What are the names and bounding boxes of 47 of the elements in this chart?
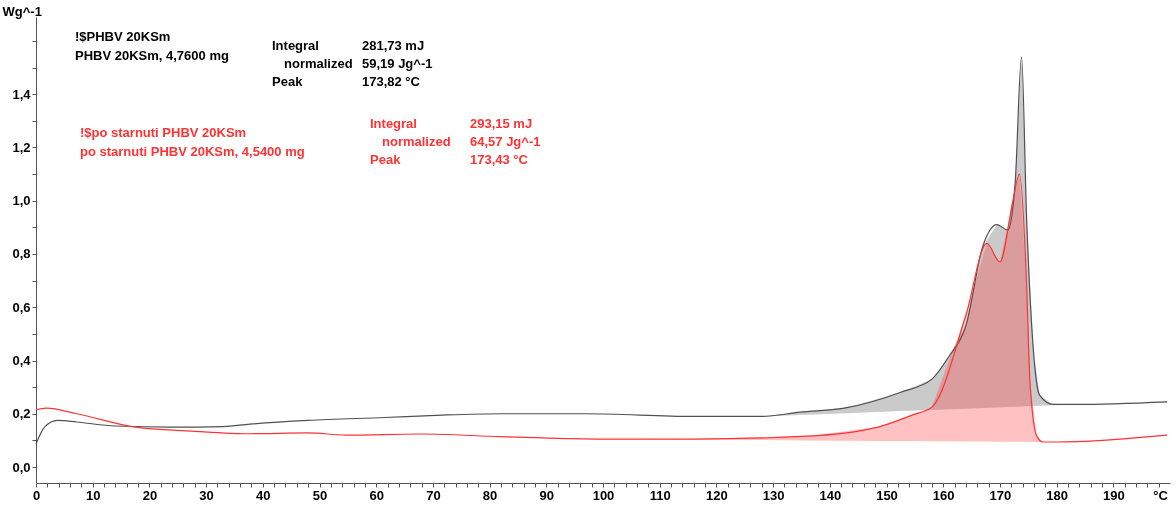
x-tick-label: 120 — [706, 487, 728, 503]
x-tick-label: 60 — [369, 487, 384, 503]
annotation: Integral — [370, 116, 417, 131]
annotation: normalized — [284, 56, 353, 71]
annotation: normalized — [382, 134, 451, 149]
x-tick-label: 30 — [199, 487, 214, 503]
x-tick-label: 50 — [312, 487, 328, 503]
annotation: !$PHBV 20KSm — [75, 29, 171, 44]
y-tick-label: 1,0 — [12, 193, 31, 209]
x-tick-label: 130 — [762, 487, 785, 503]
x-tick-label: 70 — [426, 487, 441, 503]
annotation: po starnuti PHBV 20KSm, 4,5400 mg — [80, 144, 305, 159]
x-tick-label: 10 — [85, 487, 101, 503]
annotation: PHBV 20KSm, 4,7600 mg — [75, 48, 229, 63]
annotation: 281,73 mJ — [362, 38, 425, 53]
x-tick-label: 80 — [482, 487, 498, 503]
y-tick-label: 0,4 — [12, 353, 32, 369]
x-tick-label: 20 — [142, 487, 158, 503]
y-tick-label: 1,2 — [12, 139, 31, 155]
x-tick-label: 140 — [819, 487, 842, 503]
y-tick-label: 1,4 — [12, 86, 32, 102]
x-tick-label: 180 — [1046, 487, 1068, 503]
y-tick-label: 0,0 — [12, 459, 31, 475]
x-tick-label: 0 — [32, 487, 41, 503]
x-tick-label: 40 — [256, 487, 271, 503]
annotation: 64,57 Jg^-1 — [470, 134, 541, 149]
annotation: Integral — [272, 38, 319, 53]
annotation: 173,43 °C — [470, 152, 529, 167]
annotation: !$po starnuti PHBV 20KSm — [80, 125, 247, 140]
y-tick-label: 0,8 — [12, 246, 31, 262]
annotation: Peak — [370, 152, 402, 167]
x-tick-label: 90 — [539, 487, 555, 503]
y-axis-title: Wg^-1 — [2, 3, 42, 19]
line-series — [35, 173, 1168, 443]
annotation: 293,15 mJ — [470, 116, 533, 131]
annotation: 59,19 Jg^-1 — [362, 56, 433, 71]
x-tick-label: 110 — [649, 487, 671, 503]
x-tick-label: 100 — [592, 487, 615, 503]
x-tick-label: 150 — [876, 487, 898, 503]
y-tick-label: 0,6 — [12, 299, 31, 315]
x-axis-title: °C — [1153, 487, 1169, 503]
x-tick-label: 170 — [989, 487, 1012, 503]
annotation: Peak — [272, 74, 304, 89]
y-tick-label: 0,2 — [12, 406, 31, 422]
x-tick-label: 160 — [932, 487, 955, 503]
annotation: 173,82 °C — [362, 74, 421, 89]
x-tick-label: 190 — [1102, 487, 1125, 503]
